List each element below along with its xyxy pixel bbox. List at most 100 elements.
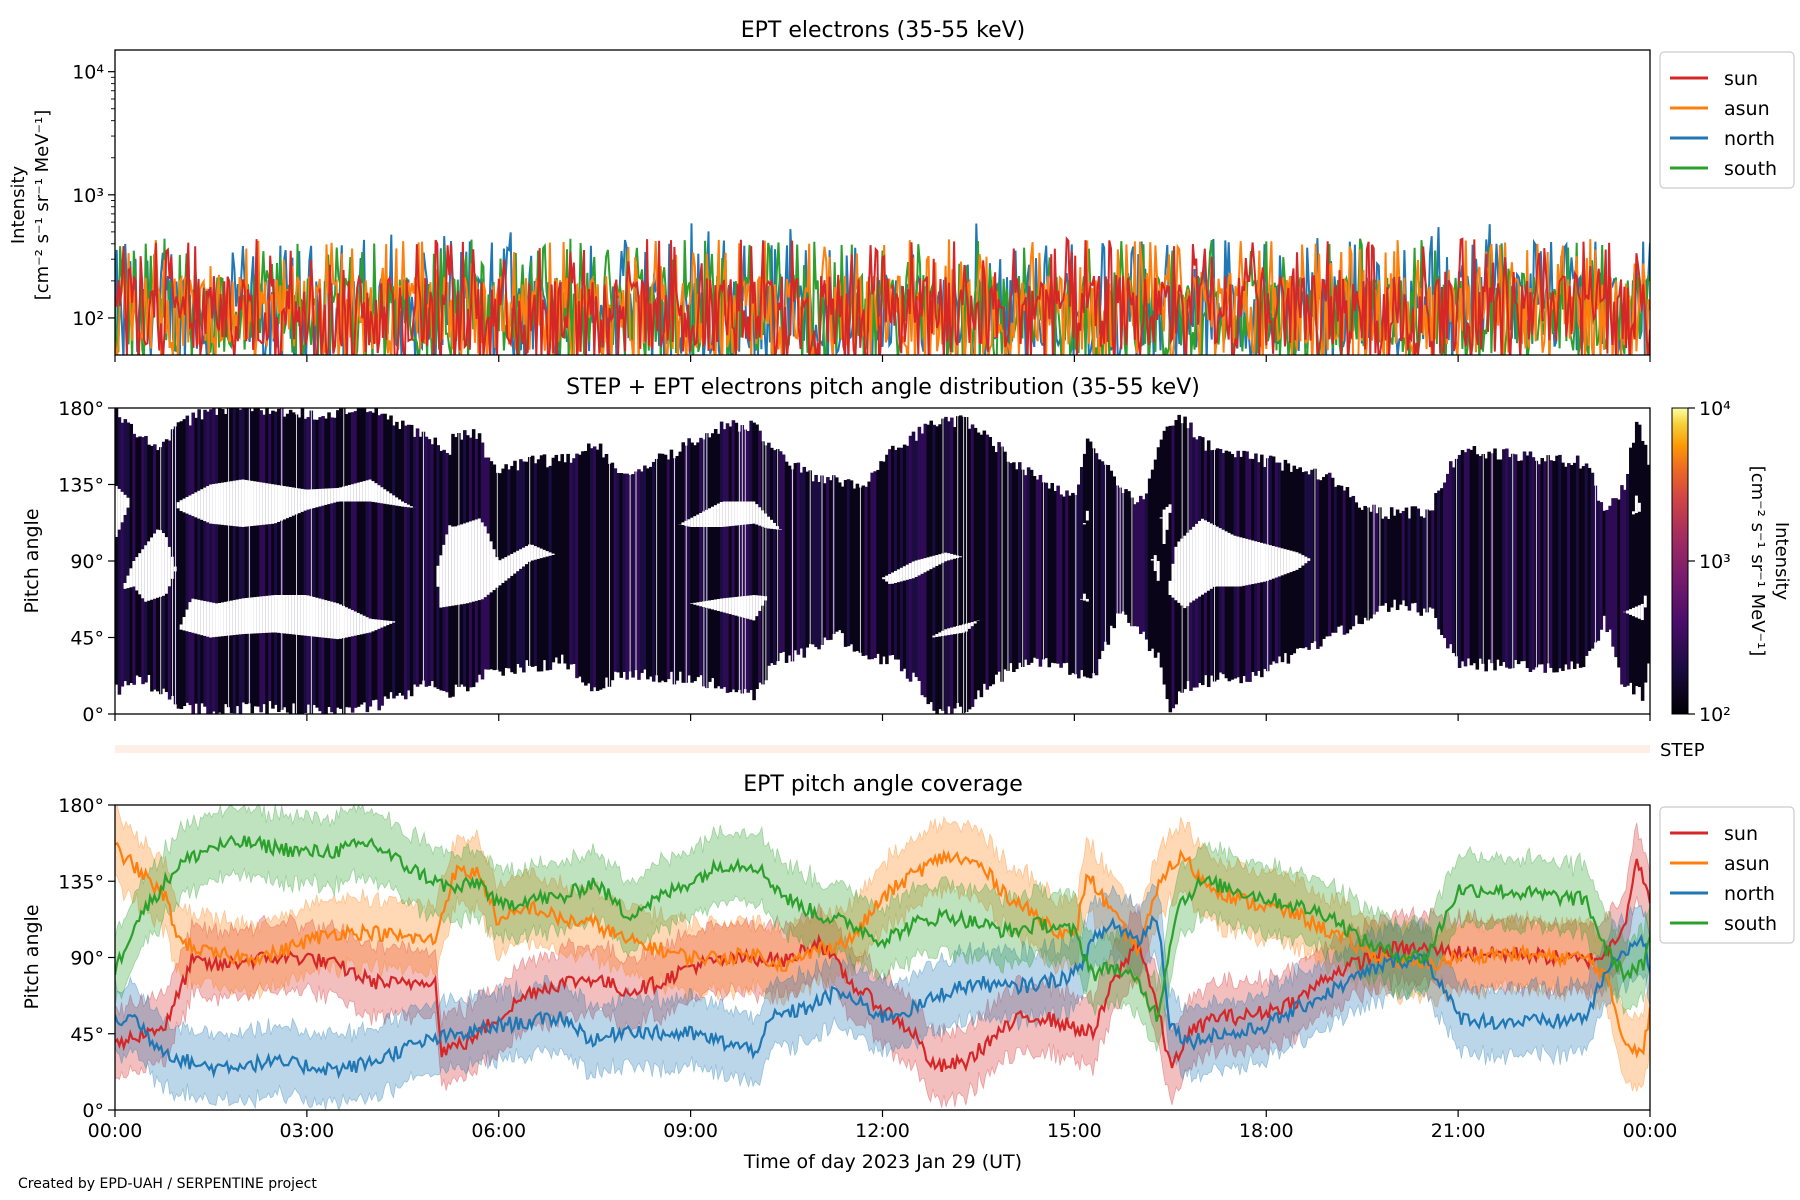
- pad-column: [625, 473, 629, 680]
- pad-column: [873, 471, 877, 659]
- pad-column: [784, 461, 789, 663]
- pad-column: [1540, 458, 1545, 665]
- pad-column: [891, 445, 895, 656]
- pad-gap: [288, 487, 293, 517]
- pad-column: [805, 471, 809, 648]
- pad-gap: [259, 596, 263, 634]
- pad-stripe: [310, 410, 312, 714]
- pad-column: [1112, 476, 1116, 629]
- pad-column: [681, 442, 686, 683]
- pad-column: [1401, 510, 1406, 601]
- pad-stripe: [609, 463, 610, 687]
- x-tick-label: 09:00: [663, 1120, 718, 1142]
- pad-gap: [1239, 537, 1243, 587]
- pad-gap: [1274, 546, 1279, 578]
- pad-gap: [277, 595, 281, 633]
- pad-column: [115, 408, 119, 685]
- pad-gap: [126, 575, 131, 589]
- pad-column: [802, 466, 807, 658]
- pad-column: [1386, 518, 1391, 612]
- pad-gap: [392, 495, 396, 506]
- pad-gap: [265, 595, 269, 633]
- pad-gap: [722, 501, 727, 527]
- pad-gap: [1198, 520, 1202, 597]
- pad-gap: [699, 601, 703, 607]
- pad-gap: [262, 482, 266, 525]
- pad-column: [595, 449, 600, 691]
- pad-gap: [696, 602, 700, 606]
- pad-column: [259, 410, 263, 713]
- pad-column: [699, 437, 703, 676]
- pad-column: [1502, 449, 1506, 663]
- pad-column: [799, 472, 804, 649]
- pad-column: [530, 455, 535, 667]
- pad-gap: [235, 599, 240, 635]
- pad-gap: [241, 598, 246, 635]
- pad-column: [958, 415, 963, 707]
- pad-gap: [477, 518, 482, 601]
- pad-gap: [950, 553, 954, 560]
- pad-column: [849, 480, 854, 645]
- pad-gap: [958, 625, 963, 634]
- pad-gap: [353, 483, 358, 502]
- panel3-legend-label-asun: asun: [1724, 853, 1770, 875]
- pad-column: [1499, 459, 1503, 666]
- pad-gap: [380, 487, 384, 504]
- pad-gap: [156, 529, 160, 598]
- pad-gap: [330, 601, 334, 639]
- pad-gap: [752, 501, 756, 524]
- pad-column: [1640, 440, 1645, 701]
- pad-column: [935, 426, 939, 714]
- pad-column: [826, 477, 830, 641]
- pad-column: [1637, 424, 1642, 688]
- pad-gap: [1171, 563, 1176, 598]
- pad-column: [339, 408, 343, 709]
- pad-column: [864, 486, 869, 656]
- pad-gap: [1203, 520, 1208, 593]
- pad-column: [899, 447, 904, 672]
- pad-gap: [132, 561, 136, 587]
- pad-column: [911, 431, 916, 673]
- colorbar-tick-label: 10²: [1699, 704, 1731, 726]
- pad-gap: [383, 620, 387, 627]
- pad-column: [902, 444, 907, 669]
- pad-gap: [947, 628, 951, 636]
- pad-gap: [339, 487, 343, 502]
- pad-column: [262, 414, 266, 705]
- pad-gap: [958, 556, 963, 558]
- pad-column: [1307, 474, 1311, 650]
- pad-column: [406, 424, 411, 691]
- pad-gap: [938, 554, 942, 565]
- pad-stripe: [738, 431, 740, 690]
- pad-gap: [274, 484, 278, 524]
- pad-column: [1015, 469, 1019, 670]
- pad-gap: [161, 533, 166, 596]
- pad-stripe: [859, 487, 861, 653]
- pad-gap: [256, 596, 260, 634]
- pad-column: [353, 411, 358, 708]
- pad-gap: [353, 611, 358, 636]
- pad-gap: [690, 603, 694, 604]
- pad-column: [303, 418, 308, 713]
- pad-column: [371, 412, 376, 701]
- pad-gap: [480, 522, 485, 600]
- pad-gap: [778, 529, 783, 530]
- pad-column: [297, 417, 302, 714]
- pad-column: [1327, 472, 1332, 637]
- pad-column: [1525, 455, 1530, 669]
- pad-column: [536, 459, 541, 672]
- pad-gap: [902, 566, 907, 581]
- pad-column: [1446, 473, 1450, 649]
- pad-gap: [229, 481, 234, 526]
- pad-gap: [967, 622, 972, 629]
- pad-column: [716, 433, 721, 687]
- pad-gap: [1227, 532, 1232, 587]
- pad-gap: [117, 488, 122, 530]
- pad-column: [882, 461, 886, 657]
- pad-gap: [708, 600, 712, 609]
- pad-column: [1605, 509, 1609, 633]
- pad-gap: [300, 595, 305, 636]
- pad-column: [837, 482, 842, 631]
- pad-stripe: [175, 426, 176, 705]
- pad-gap: [1156, 561, 1161, 581]
